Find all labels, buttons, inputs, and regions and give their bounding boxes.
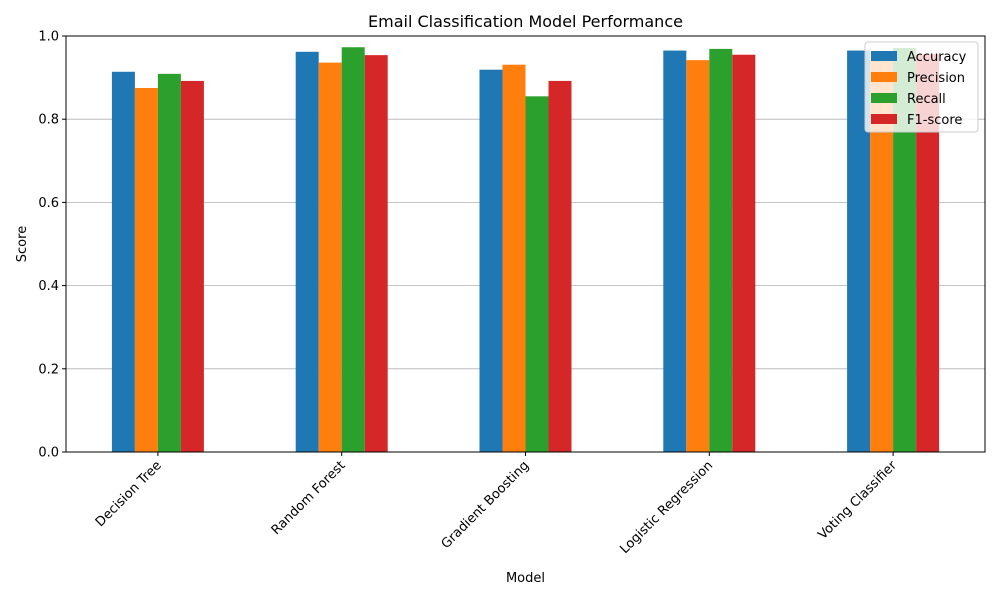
- y-tick-label: 0.8: [38, 113, 59, 128]
- bar: [318, 62, 342, 453]
- y-ticks: 0.0 0.2 0.4 0.6 0.8 1.0: [38, 30, 66, 461]
- bar: [525, 96, 549, 452]
- x-axis-label: Model: [506, 571, 545, 586]
- x-tick-label: Random Forest: [269, 458, 349, 538]
- y-tick-label: 0.0: [38, 446, 59, 461]
- legend: Accuracy Precision Recall F1-score: [864, 41, 979, 133]
- legend-label: F1-score: [907, 113, 962, 128]
- bar: [295, 51, 319, 453]
- bar: [916, 54, 940, 452]
- bar: [709, 48, 733, 453]
- bar: [893, 48, 917, 453]
- bar: [134, 88, 158, 452]
- y-tick-label: 0.4: [38, 279, 59, 294]
- bar: [111, 71, 135, 452]
- legend-swatch: [871, 72, 897, 82]
- x-tick-label: Logistic Regression: [617, 458, 716, 557]
- x-tick-label: Gradient Boosting: [439, 458, 533, 552]
- legend-swatch: [871, 114, 897, 124]
- bar: [663, 50, 687, 453]
- bar: [180, 80, 204, 452]
- bar: [479, 69, 503, 453]
- bar: [686, 60, 710, 453]
- chart-title: Email Classification Model Performance: [368, 12, 683, 31]
- bar: [502, 64, 526, 452]
- legend-label: Precision: [907, 71, 965, 86]
- x-tick-label: Decision Tree: [93, 458, 165, 530]
- bar: [847, 50, 871, 453]
- bar: [732, 54, 756, 452]
- bars: [111, 47, 940, 453]
- legend-label: Accuracy: [907, 50, 967, 65]
- bar: [341, 47, 365, 453]
- bar: [364, 55, 388, 453]
- x-ticks: Decision Tree Random Forest Gradient Boost…: [93, 452, 900, 557]
- legend-label: Recall: [907, 92, 946, 107]
- y-tick-label: 0.6: [38, 196, 59, 211]
- legend-swatch: [871, 51, 897, 61]
- legend-swatch: [871, 93, 897, 103]
- x-tick-label: Voting Classifier: [815, 458, 900, 543]
- bar: [548, 80, 572, 452]
- y-tick-label: 1.0: [38, 30, 59, 45]
- bar: [157, 73, 181, 452]
- y-tick-label: 0.2: [38, 362, 59, 377]
- bar: [870, 60, 894, 453]
- y-axis-label: Score: [15, 226, 30, 262]
- legend-box: [864, 41, 979, 133]
